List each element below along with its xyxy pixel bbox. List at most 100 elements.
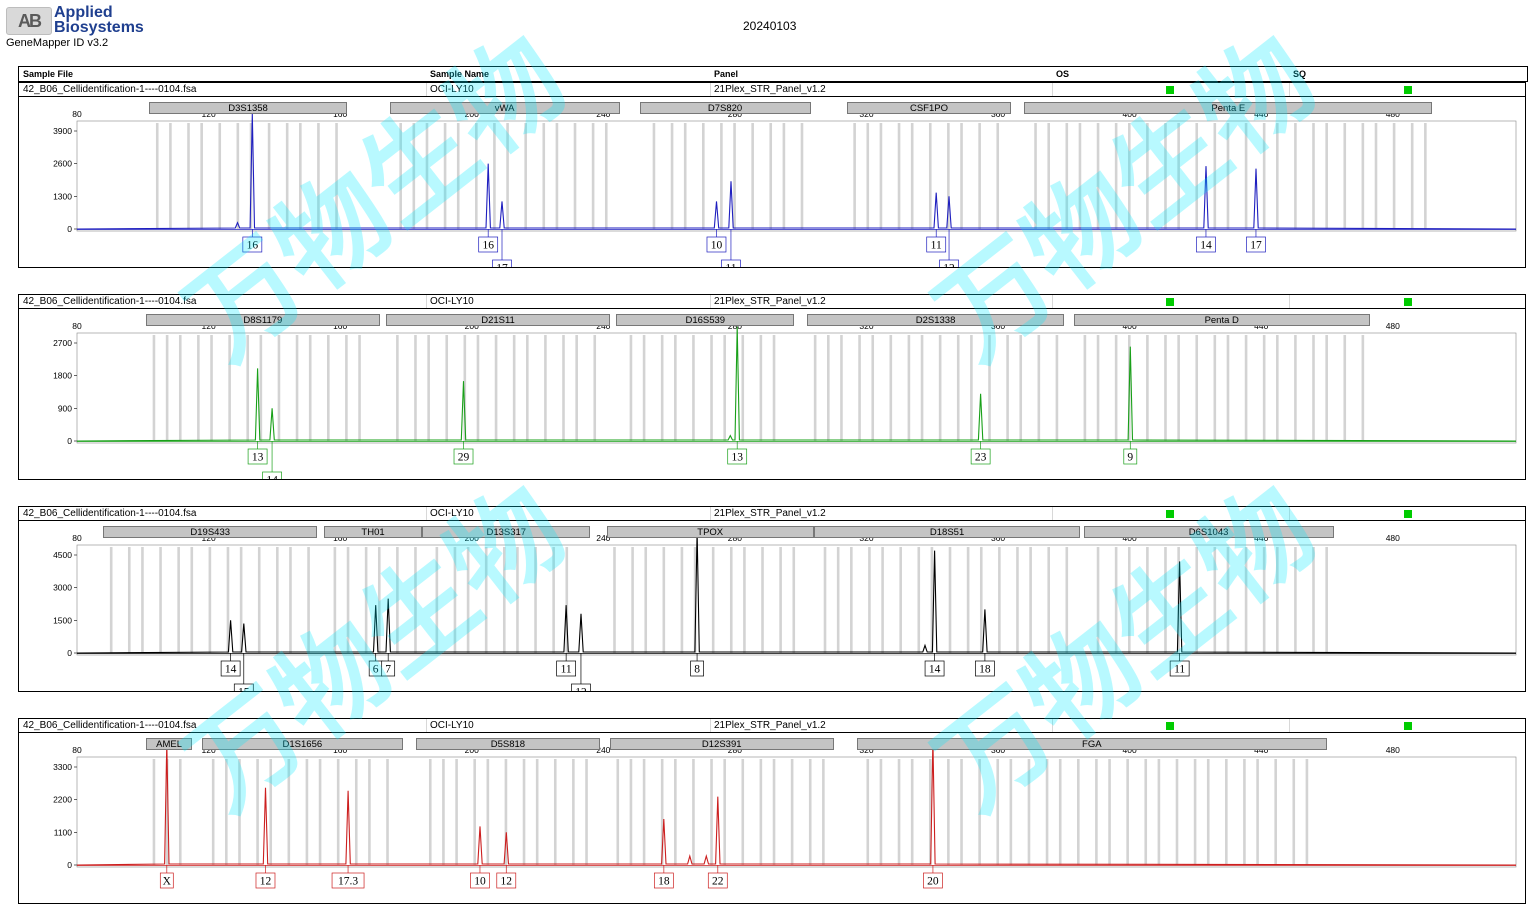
locus-marker[interactable]: D1S1656 bbox=[202, 738, 403, 750]
locus-marker[interactable]: D16S539 bbox=[616, 314, 794, 326]
allele-bin bbox=[1343, 123, 1346, 229]
allele-bin bbox=[1077, 759, 1080, 865]
allele-bin bbox=[268, 123, 271, 229]
y-tick-label: 1300 bbox=[53, 191, 72, 201]
x-tick-label: 80 bbox=[72, 109, 82, 119]
allele-bin bbox=[1059, 759, 1062, 865]
allele-bin bbox=[644, 547, 647, 653]
allele-bin bbox=[1294, 123, 1297, 229]
allele-bin bbox=[327, 335, 330, 441]
allele-bin bbox=[970, 335, 973, 441]
allele-bin bbox=[299, 123, 302, 229]
allele-bin bbox=[1115, 335, 1118, 441]
locus-marker[interactable]: D3S1358 bbox=[149, 102, 346, 114]
allele-bin bbox=[288, 759, 291, 865]
allele-bin bbox=[978, 759, 981, 865]
locus-marker[interactable]: AMEL bbox=[146, 738, 192, 750]
allele-bin bbox=[166, 335, 169, 441]
locus-marker[interactable]: D21S11 bbox=[386, 314, 610, 326]
allele-bin bbox=[1177, 123, 1180, 229]
locus-marker[interactable]: D2S1338 bbox=[807, 314, 1064, 326]
allele-call-label: 12 bbox=[575, 687, 587, 692]
y-tick-label: 2600 bbox=[53, 159, 72, 169]
allele-bin bbox=[487, 759, 490, 865]
report-date: 20240103 bbox=[743, 19, 796, 33]
y-tick-label: 4500 bbox=[53, 550, 72, 560]
allele-call-label: 18 bbox=[658, 876, 670, 888]
locus-marker[interactable]: D7S820 bbox=[640, 102, 811, 114]
allele-bin bbox=[1065, 123, 1068, 229]
allele-bin bbox=[159, 547, 162, 653]
allele-bin bbox=[643, 335, 646, 441]
allele-bin bbox=[495, 335, 498, 441]
locus-marker[interactable]: D13S317 bbox=[422, 526, 590, 538]
allele-bin bbox=[692, 335, 695, 441]
y-tick-label: 3900 bbox=[53, 126, 72, 136]
allele-bin bbox=[1393, 123, 1396, 229]
signal-trace bbox=[77, 531, 1516, 653]
allele-bin bbox=[1177, 335, 1180, 441]
locus-marker[interactable]: TH01 bbox=[324, 526, 423, 538]
allele-bin bbox=[827, 335, 830, 441]
locus-marker[interactable]: D19S433 bbox=[103, 526, 317, 538]
allele-bin bbox=[276, 547, 279, 653]
y-tick-label: 900 bbox=[58, 403, 72, 413]
allele-bin bbox=[413, 123, 416, 229]
allele-bin bbox=[1225, 759, 1228, 865]
locus-marker[interactable]: D18S51 bbox=[814, 526, 1080, 538]
allele-bin bbox=[475, 123, 478, 229]
allele-bin bbox=[712, 547, 715, 653]
allele-bin bbox=[1227, 547, 1230, 653]
allele-bin bbox=[386, 759, 389, 865]
allele-call-label: 17 bbox=[496, 263, 508, 268]
allele-bin bbox=[837, 547, 840, 653]
allele-bin bbox=[1010, 759, 1013, 865]
allele-bin bbox=[493, 123, 496, 229]
locus-marker[interactable]: Penta D bbox=[1074, 314, 1370, 326]
allele-bin bbox=[631, 547, 634, 653]
allele-bin bbox=[524, 123, 527, 229]
allele-bin bbox=[473, 759, 476, 865]
allele-bin bbox=[871, 335, 874, 441]
allele-bin bbox=[1245, 547, 1248, 653]
allele-bin bbox=[1294, 335, 1297, 441]
locus-marker[interactable]: D5S818 bbox=[416, 738, 600, 750]
locus-marker[interactable]: Penta E bbox=[1024, 102, 1432, 114]
allele-bin bbox=[880, 759, 883, 865]
signal-trace bbox=[77, 740, 1516, 865]
allele-bin bbox=[296, 335, 299, 441]
allele-bin bbox=[1034, 123, 1037, 229]
locus-marker[interactable]: TPOX bbox=[607, 526, 814, 538]
allele-bin bbox=[613, 547, 616, 653]
allele-bin bbox=[503, 547, 506, 653]
allele-call-label: 12 bbox=[260, 876, 272, 888]
allele-bin bbox=[980, 547, 983, 653]
allele-bin bbox=[866, 759, 869, 865]
locus-marker[interactable]: FGA bbox=[857, 738, 1327, 750]
allele-bin bbox=[911, 759, 914, 865]
allele-call-label: 10 bbox=[711, 240, 723, 252]
allele-bin bbox=[506, 123, 509, 229]
locus-marker[interactable]: vWA bbox=[390, 102, 620, 114]
y-tick-label: 0 bbox=[67, 224, 72, 234]
allele-bin bbox=[1274, 759, 1277, 865]
allele-call-label: 10 bbox=[474, 876, 486, 888]
allele-call-label: 18 bbox=[979, 664, 991, 676]
allele-bin bbox=[445, 335, 448, 441]
locus-marker[interactable]: CSF1PO bbox=[847, 102, 1011, 114]
allele-bin bbox=[1128, 547, 1131, 653]
allele-bin bbox=[426, 123, 429, 229]
locus-marker[interactable]: D8S1179 bbox=[146, 314, 380, 326]
allele-call-label: 14 bbox=[266, 475, 278, 480]
locus-marker[interactable]: D12S391 bbox=[610, 738, 834, 750]
allele-bin bbox=[442, 759, 445, 865]
allele-bin bbox=[769, 123, 772, 229]
locus-marker[interactable]: D6S1043 bbox=[1084, 526, 1334, 538]
allele-call-label: 11 bbox=[725, 263, 736, 268]
signal-trace bbox=[77, 327, 1516, 441]
allele-bin bbox=[1047, 547, 1050, 653]
allele-bin bbox=[345, 335, 348, 441]
allele-bin bbox=[1146, 123, 1149, 229]
allele-bin bbox=[554, 759, 557, 865]
allele-bin bbox=[454, 547, 457, 653]
